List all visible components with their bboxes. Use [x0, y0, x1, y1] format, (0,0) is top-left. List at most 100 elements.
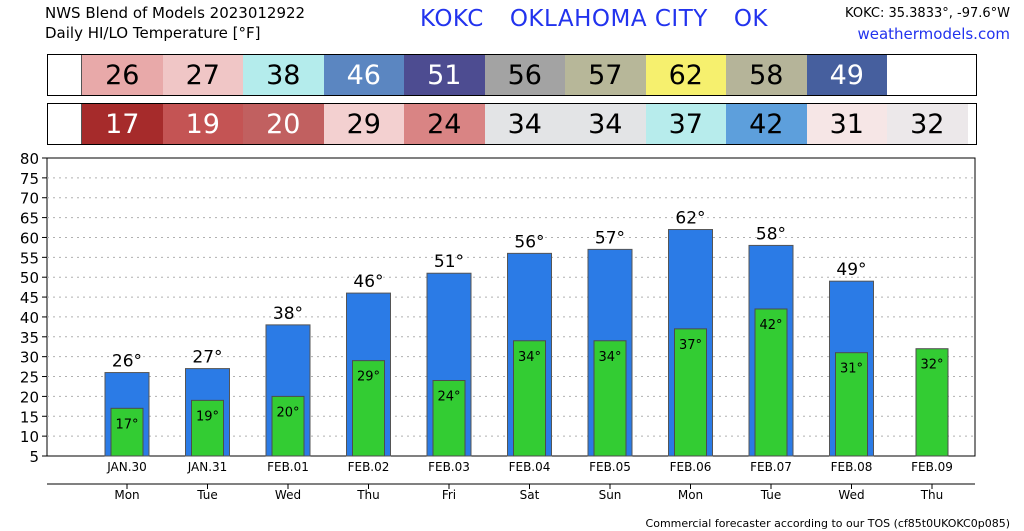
y-tick-label: 30 — [20, 349, 39, 367]
hi-cell: 49 — [806, 55, 887, 95]
station-title: KOKC OKLAHOMA CITY OK — [420, 6, 794, 32]
low-bar — [513, 340, 546, 457]
low-value-label: 34° — [518, 350, 541, 365]
y-tick-label: 45 — [20, 289, 39, 307]
x-weekday-label: Thu — [356, 488, 380, 502]
station-info: KOKC: 35.3833°, -97.6°W weathermodels.co… — [845, 4, 1010, 44]
x-category-label: JAN.30 — [106, 460, 147, 474]
low-value-label: 34° — [598, 350, 621, 365]
lo-cell: 37 — [645, 104, 726, 144]
low-value-label: 29° — [357, 370, 380, 385]
high-value-label: 38° — [273, 304, 303, 324]
station-name: OKLAHOMA CITY — [509, 6, 708, 32]
x-category-label: FEB.02 — [348, 460, 390, 474]
high-value-label: 57° — [595, 228, 625, 248]
high-value-label: 49° — [836, 260, 866, 280]
y-tick-label: 60 — [20, 229, 39, 247]
low-bar — [754, 308, 788, 457]
x-category-label: JAN.31 — [187, 460, 228, 474]
x-category-label: FEB.07 — [750, 460, 792, 474]
lo-cell: 34 — [484, 104, 565, 144]
high-value-label: 62° — [675, 209, 705, 229]
hi-cell: 57 — [565, 55, 646, 95]
low-bar — [191, 399, 224, 457]
lo-cell: 32 — [887, 104, 968, 144]
hi-cell: 56 — [484, 55, 565, 95]
y-tick-label: 65 — [20, 210, 39, 228]
y-tick-label: 20 — [20, 388, 39, 406]
low-value-label: 24° — [437, 390, 460, 405]
low-value-label: 42° — [759, 318, 782, 333]
y-tick-label: 55 — [20, 249, 39, 267]
x-weekday-label: Mon — [678, 488, 703, 502]
x-weekday-label: Fri — [442, 488, 456, 502]
lo-cell: 17 — [82, 104, 163, 144]
y-tick-label: 35 — [20, 329, 39, 347]
lo-cell: 20 — [243, 104, 324, 144]
x-category-label: FEB.09 — [911, 460, 953, 474]
y-tick-label: 5 — [29, 448, 39, 466]
x-category-label: FEB.03 — [428, 460, 470, 474]
y-tick-label: 25 — [20, 369, 39, 387]
hi-cell: 27 — [162, 55, 243, 95]
x-category-label: FEB.05 — [589, 460, 631, 474]
station-id: KOKC — [420, 6, 484, 32]
station-state: OK — [733, 6, 768, 32]
x-category-label: FEB.08 — [831, 460, 873, 474]
low-bar — [593, 340, 627, 457]
y-tick-label: 10 — [20, 428, 39, 446]
hi-cell — [887, 55, 968, 95]
x-weekday-label: Thu — [920, 488, 944, 502]
footer-note: Commercial forecaster according to our T… — [645, 517, 1010, 530]
product-title: Daily HI/LO Temperature [°F] — [45, 24, 261, 42]
lo-cell: 42 — [726, 104, 807, 144]
x-weekday-label: Tue — [196, 488, 218, 502]
low-value-label: 32° — [920, 358, 943, 373]
y-tick-label: 75 — [20, 170, 39, 188]
high-value-label: 46° — [353, 272, 383, 292]
low-value-label: 37° — [679, 338, 702, 353]
x-category-label: FEB.04 — [509, 460, 551, 474]
lo-cell: 24 — [404, 104, 485, 144]
low-temp-strip: 17 19 20 29 24 34 34 37 42 31 32 — [47, 103, 977, 145]
chart-header: NWS Blend of Models 2023012922 Daily HI/… — [45, 3, 305, 43]
low-bar — [674, 328, 707, 457]
site-link[interactable]: weathermodels.com — [857, 25, 1010, 43]
low-value-label: 17° — [115, 417, 138, 432]
station-coords: KOKC: 35.3833°, -97.6°W — [845, 6, 1010, 21]
y-tick-label: 15 — [20, 408, 39, 426]
x-weekday-label: Wed — [275, 488, 301, 502]
hi-cell: 62 — [645, 55, 726, 95]
lo-cell: 31 — [806, 104, 887, 144]
hi-cell: 26 — [82, 55, 163, 95]
y-tick-label: 70 — [20, 190, 39, 208]
hi-cell: 58 — [726, 55, 807, 95]
lo-cell: 34 — [565, 104, 646, 144]
high-value-label: 58° — [756, 224, 786, 244]
x-weekday-label: Tue — [760, 488, 782, 502]
low-bar — [835, 352, 868, 457]
high-value-label: 27° — [192, 348, 222, 368]
x-weekday-label: Sun — [599, 488, 622, 502]
hi-cell: 51 — [404, 55, 485, 95]
hi-cell: 46 — [323, 55, 404, 95]
model-title: NWS Blend of Models 2023012922 — [45, 4, 306, 22]
strip-spacer — [48, 55, 82, 95]
low-bar — [432, 380, 466, 457]
low-bar — [352, 360, 385, 457]
high-temp-strip: 26 27 38 46 51 56 57 62 58 49 — [47, 54, 977, 96]
high-value-label: 26° — [112, 352, 142, 372]
high-value-label: 56° — [514, 232, 544, 252]
low-bar — [271, 395, 305, 457]
low-bar — [110, 407, 144, 457]
hi-cell: 38 — [243, 55, 324, 95]
x-weekday-label: Mon — [114, 488, 139, 502]
x-weekday-label: Wed — [838, 488, 864, 502]
low-bar — [915, 348, 949, 457]
y-tick-label: 40 — [20, 309, 39, 327]
x-weekday-label: Sat — [520, 488, 540, 502]
y-tick-label: 80 — [20, 150, 39, 168]
lo-cell: 19 — [162, 104, 243, 144]
x-category-label: FEB.06 — [670, 460, 712, 474]
